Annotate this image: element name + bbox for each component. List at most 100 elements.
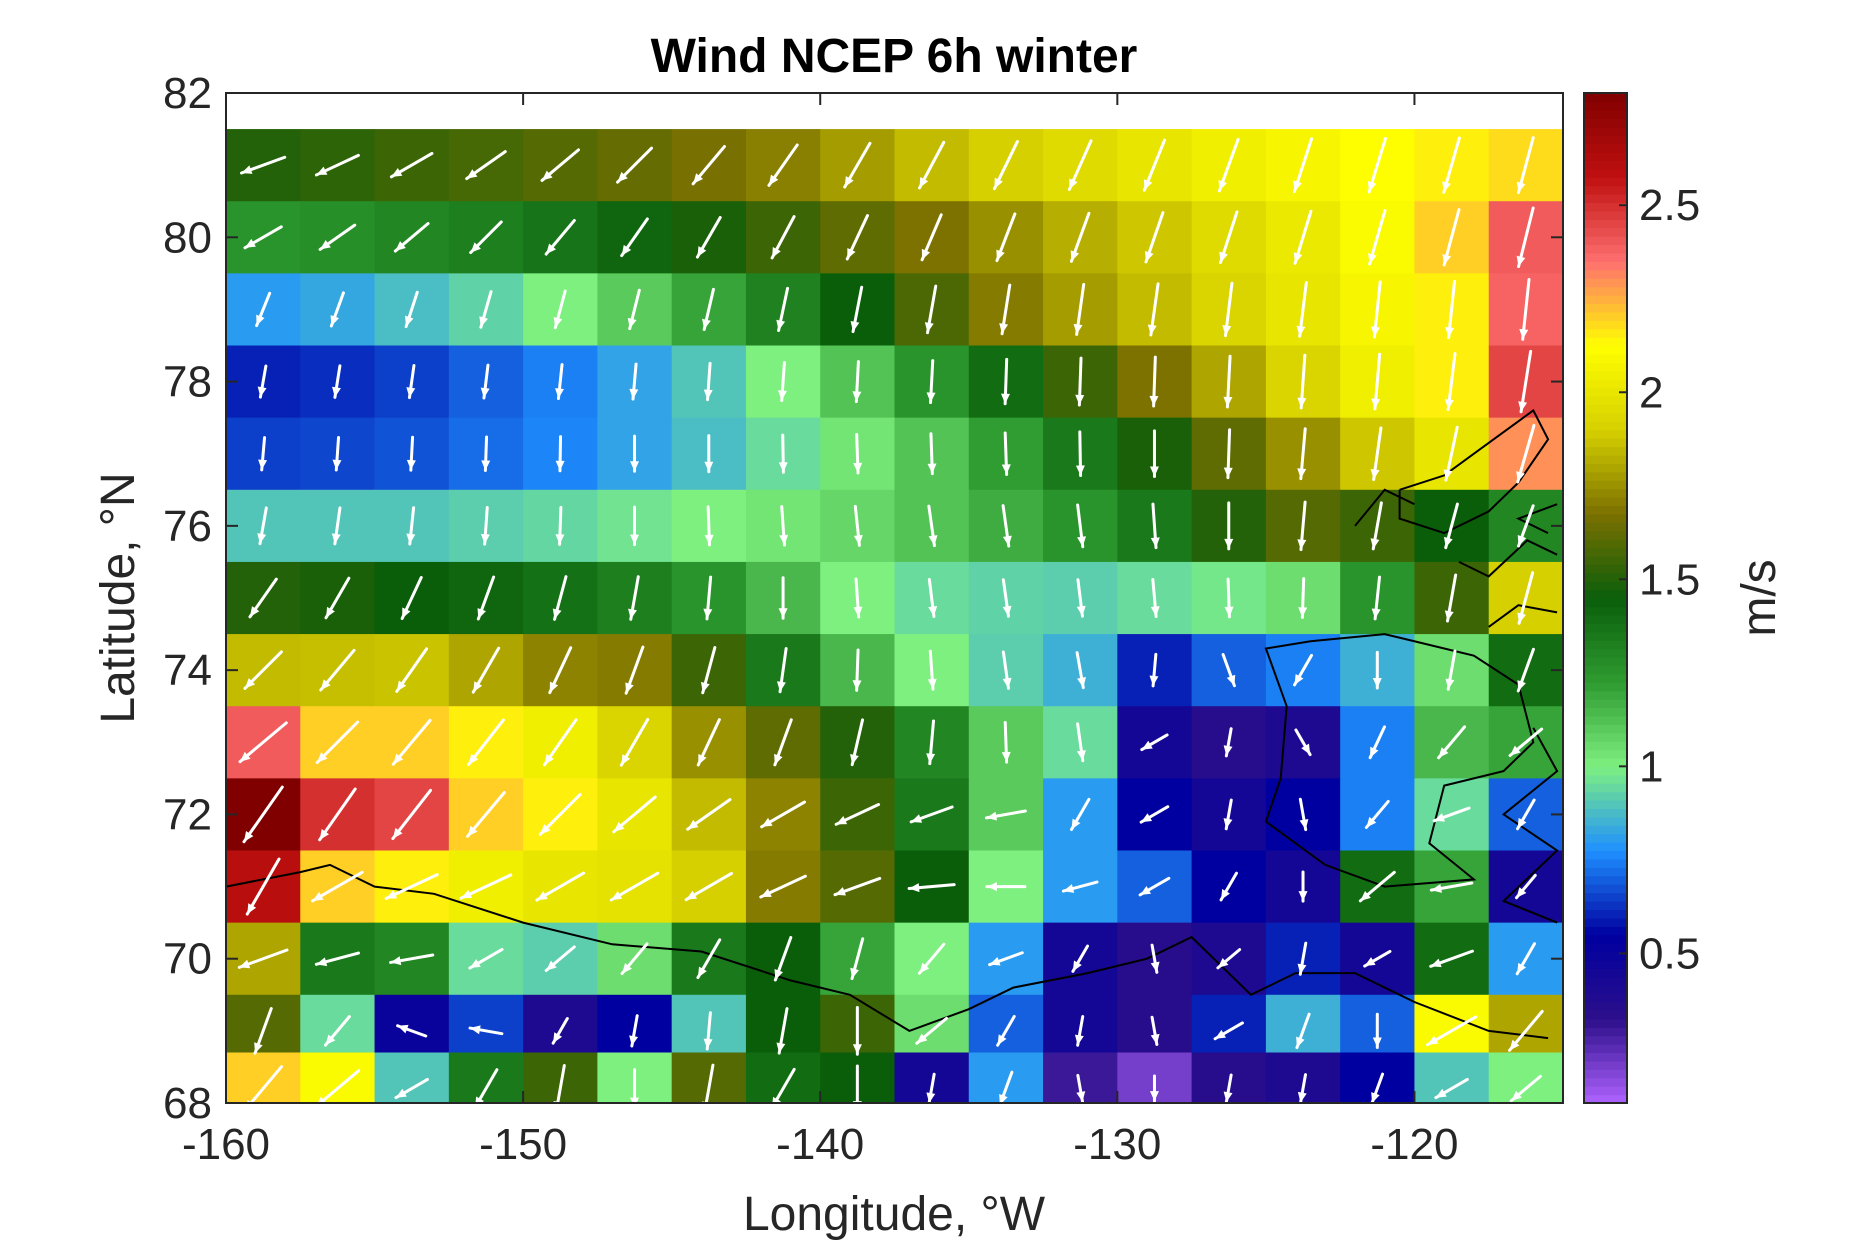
wind-arrow xyxy=(1518,349,1533,414)
wind-arrow xyxy=(696,938,722,980)
wind-arrow xyxy=(257,364,268,399)
colorbar-band xyxy=(1584,555,1627,565)
heatmap-cell xyxy=(1414,1052,1490,1103)
colorbar-band xyxy=(1584,337,1627,347)
wind-arrow xyxy=(1358,870,1396,903)
wind-arrow xyxy=(466,791,506,838)
colorbar-band xyxy=(1584,926,1627,936)
heatmap-cell xyxy=(226,1052,301,1103)
wind-arrow xyxy=(243,650,283,690)
wind-arrow xyxy=(1297,941,1308,976)
wind-arrow xyxy=(1293,653,1314,687)
wind-arrow xyxy=(772,1067,796,1103)
wind-arrow xyxy=(1444,352,1457,412)
wind-arrow xyxy=(1442,136,1461,194)
colorbar-band xyxy=(1584,219,1627,229)
wind-arrow xyxy=(927,504,938,548)
wind-arrow xyxy=(1297,353,1307,410)
wind-arrow xyxy=(1150,943,1160,974)
wind-arrow xyxy=(1444,573,1458,623)
colorbar-band xyxy=(1584,269,1627,279)
wind-arrow xyxy=(1429,881,1474,893)
wind-arrow xyxy=(853,504,863,547)
wind-arrow xyxy=(1223,354,1233,409)
wind-arrow xyxy=(1219,871,1238,902)
wind-arrow xyxy=(1224,501,1234,551)
colorbar-band xyxy=(1584,934,1627,944)
colorbar-band xyxy=(1584,892,1627,902)
colorbar-band xyxy=(1584,185,1627,195)
wind-arrow xyxy=(1370,426,1383,482)
colorbar-band xyxy=(1584,236,1627,246)
y-tick-label: 82 xyxy=(163,69,212,118)
wind-arrow xyxy=(853,577,863,619)
colorbar-band xyxy=(1584,202,1627,212)
wind-arrow xyxy=(1508,727,1544,758)
wind-arrow xyxy=(1297,427,1307,481)
colorbar-band xyxy=(1584,109,1627,119)
wind-arrow xyxy=(624,645,645,695)
wind-arrow xyxy=(1001,650,1012,690)
wind-arrow xyxy=(988,951,1024,967)
wind-arrow xyxy=(703,1011,713,1051)
colorbar-band xyxy=(1584,572,1627,582)
wind-arrow xyxy=(1069,797,1091,831)
wind-arrow xyxy=(612,795,657,834)
wind-arrow xyxy=(1071,944,1089,973)
wind-arrow xyxy=(1434,1077,1469,1100)
wind-arrow xyxy=(1224,577,1234,619)
colorbar-band xyxy=(1584,901,1627,911)
wind-arrow xyxy=(324,576,351,620)
colorbar-band xyxy=(1584,126,1627,136)
wind-arrow xyxy=(1149,429,1159,479)
wind-arrow xyxy=(627,288,641,331)
wind-arrow xyxy=(996,1014,1016,1047)
colorbar-band xyxy=(1584,1077,1627,1087)
wind-arrow xyxy=(329,291,345,328)
colorbar-band xyxy=(1584,648,1627,658)
colorbar-band xyxy=(1584,480,1627,490)
colorbar-band xyxy=(1584,816,1627,826)
colorbar-band xyxy=(1584,724,1627,734)
colorbar-band xyxy=(1584,93,1627,103)
wind-arrow xyxy=(553,289,567,330)
colorbar-band xyxy=(1584,968,1627,978)
colorbar-band xyxy=(1584,454,1627,464)
wind-arrow xyxy=(1076,503,1087,549)
wind-arrow xyxy=(1147,282,1160,337)
colorbar-band xyxy=(1584,547,1627,557)
colorbar-band xyxy=(1584,1010,1627,1020)
colorbar-label: m/s xyxy=(1733,559,1786,636)
wind-arrow xyxy=(1367,136,1387,194)
wind-arrow xyxy=(927,578,938,618)
wind-arrow xyxy=(257,506,268,546)
colorbar-band xyxy=(1584,278,1627,288)
colorbar-band xyxy=(1584,976,1627,986)
colorbar-band xyxy=(1584,471,1627,481)
colorbar-band xyxy=(1584,774,1627,784)
plot-area xyxy=(226,93,1563,1103)
wind-arrow xyxy=(926,719,936,766)
wind-arrow xyxy=(1517,571,1535,625)
wind-arrow xyxy=(1516,136,1535,195)
colorbar-band xyxy=(1584,118,1627,128)
colorbar-band xyxy=(1584,1069,1627,1079)
wind-arrow xyxy=(1516,647,1535,693)
wind-arrow xyxy=(1442,208,1461,267)
colorbar-band xyxy=(1584,614,1627,624)
colorbar-band xyxy=(1584,160,1627,170)
y-tick-label: 80 xyxy=(163,213,212,262)
colorbar-band xyxy=(1584,210,1627,220)
wind-arrow xyxy=(616,146,654,184)
colorbar-band xyxy=(1584,353,1627,363)
wind-arrow xyxy=(1297,500,1307,552)
wind-arrow xyxy=(999,1070,1014,1103)
wind-arrow xyxy=(850,718,865,767)
wind-arrow xyxy=(760,800,807,829)
colorbar-band xyxy=(1584,505,1627,515)
colorbar-band xyxy=(1584,177,1627,187)
heatmap-cell xyxy=(671,1052,747,1103)
wind-arrow xyxy=(630,1068,640,1103)
wind-arrow xyxy=(703,361,713,402)
wind-arrow xyxy=(480,363,490,400)
